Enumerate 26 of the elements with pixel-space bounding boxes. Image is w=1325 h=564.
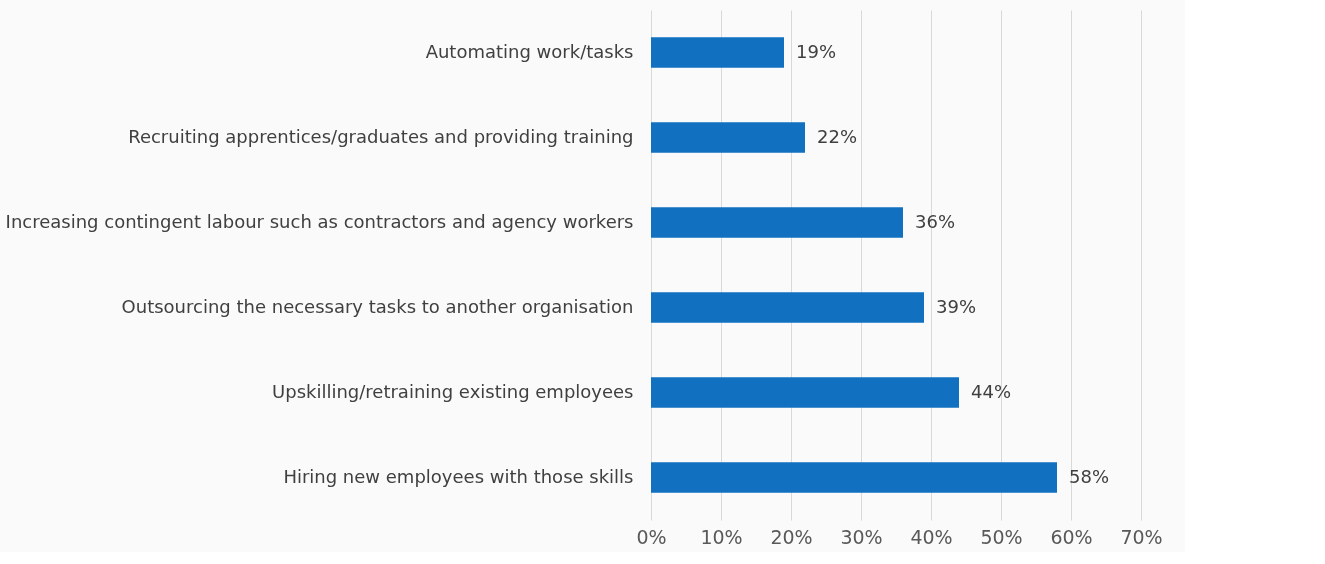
y-tick-label: Outsourcing the necessary tasks to another organisation [121,295,634,317]
data-label: 19% [796,40,837,62]
x-tick-label: 40% [910,525,953,548]
bar [651,292,924,323]
y-tick-label: Automating work/tasks [425,40,634,62]
data-label: 58% [1069,465,1110,487]
data-label: 44% [971,380,1012,402]
bar [651,37,784,68]
y-tick-label: Recruiting apprentices/graduates and providing training [128,125,634,147]
x-tick-label: 20% [770,525,813,548]
x-tick-label: 30% [840,525,883,548]
bar [651,377,959,408]
bar [651,207,903,238]
data-label: 22% [817,125,858,147]
y-tick-label: Increasing contingent labour such as contractors and agency workers [5,210,634,232]
x-tick-label: 70% [1120,525,1163,548]
x-tick-label: 10% [700,525,743,548]
y-tick-label: Hiring new employees with those skills [283,465,634,487]
x-tick-label: 60% [1050,525,1093,548]
x-tick-label: 0% [636,525,667,548]
x-tick-label: 50% [980,525,1023,548]
bar [651,462,1057,493]
y-tick-label: Upskilling/retraining existing employees [272,380,634,402]
data-label: 39% [936,295,977,317]
data-label: 36% [915,210,956,232]
bar [651,122,805,153]
